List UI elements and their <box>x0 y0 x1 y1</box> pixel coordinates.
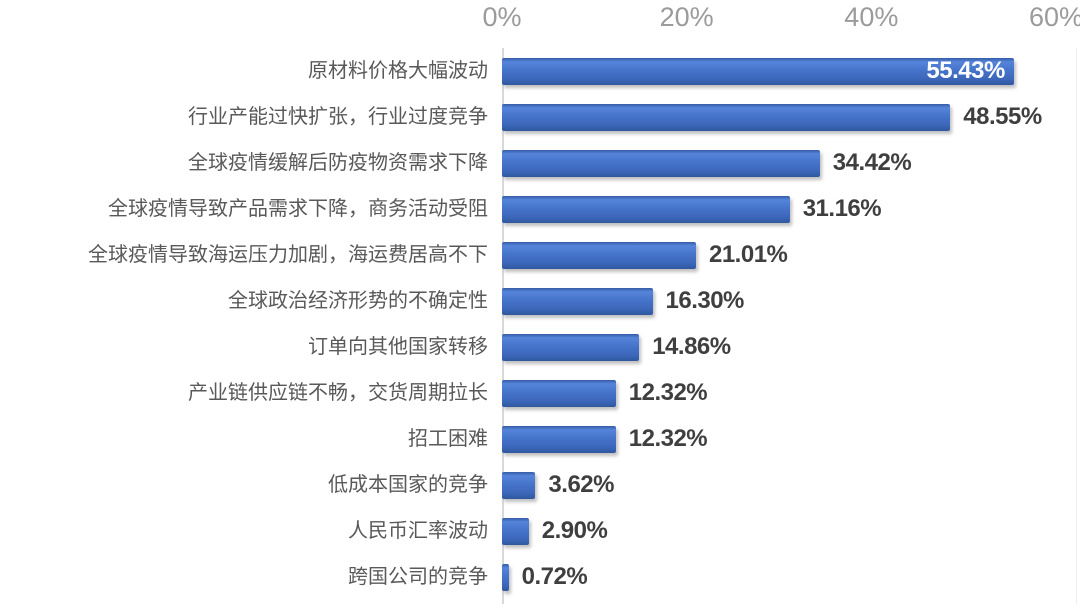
value-label: 55.43% <box>926 57 1005 84</box>
bar-track: 48.55% <box>502 94 1080 140</box>
chart-row: 原材料价格大幅波动 55.43% <box>0 48 1080 94</box>
x-tick-label: 20% <box>659 2 714 32</box>
bar-track: 3.62% <box>502 462 1080 508</box>
bar-track: 31.16% <box>502 186 1080 232</box>
category-label: 全球疫情导致海运压力加剧，海运费居高不下 <box>88 243 488 266</box>
chart-row: 产业链供应链不畅，交货周期拉长 12.32% <box>0 370 1080 416</box>
value-label: 21.01% <box>708 241 788 268</box>
bar-track: 12.32% <box>502 370 1080 416</box>
category-label: 产业链供应链不畅，交货周期拉长 <box>188 381 488 404</box>
category-label: 原材料价格大幅波动 <box>308 59 488 82</box>
chart-row: 全球疫情导致海运压力加剧，海运费居高不下 21.01% <box>0 232 1080 278</box>
chart-row: 低成本国家的竞争 3.62% <box>0 462 1080 508</box>
bar <box>502 517 529 545</box>
bar <box>502 425 616 453</box>
x-tick-label: 0% <box>482 2 522 32</box>
bar-track: 14.86% <box>502 324 1080 370</box>
bar-track: 12.32% <box>502 416 1080 462</box>
bar-track: 2.90% <box>502 508 1080 554</box>
bar <box>502 333 640 361</box>
bar-track: 16.30% <box>502 278 1080 324</box>
category-label: 全球疫情缓解后防疫物资需求下降 <box>188 151 488 174</box>
x-tick-label: 60% <box>1028 2 1080 32</box>
bar <box>502 241 696 269</box>
value-label: 16.30% <box>665 287 745 314</box>
value-label: 31.16% <box>802 195 882 222</box>
bar <box>502 149 820 177</box>
chart-row: 人民币汇率波动 2.90% <box>0 508 1080 554</box>
value-label: 48.55% <box>963 103 1042 130</box>
value-label: 2.90% <box>541 517 608 544</box>
bar-track: 21.01% <box>502 232 1080 278</box>
plot-area: 原材料价格大幅波动 55.43% 行业产能过快扩张，行业过度竞争 48.55% 全球疫情… <box>0 48 1080 600</box>
category-label: 行业产能过快扩张，行业过度竞争 <box>188 105 488 128</box>
bar <box>502 471 536 499</box>
category-label: 全球疫情导致产品需求下降，商务活动受阻 <box>108 197 488 220</box>
bar <box>502 195 790 223</box>
bar-track: 34.42% <box>502 140 1080 186</box>
chart-row: 订单向其他国家转移 14.86% <box>0 324 1080 370</box>
y-axis-line <box>502 48 504 604</box>
bar-track: 55.43% <box>502 48 1080 94</box>
chart-row: 全球疫情导致产品需求下降，商务活动受阻 31.16% <box>0 186 1080 232</box>
chart-row: 招工困难 12.32% <box>0 416 1080 462</box>
value-label: 12.32% <box>628 379 708 406</box>
bar <box>502 287 653 315</box>
plot-right-border <box>1076 48 1077 604</box>
value-label: 14.86% <box>652 333 731 360</box>
category-label: 全球政治经济形势的不确定性 <box>228 289 488 312</box>
chart-row: 全球政治经济形势的不确定性 16.30% <box>0 278 1080 324</box>
bar: 55.43% <box>502 57 1014 85</box>
x-tick-label: 40% <box>844 2 899 32</box>
category-label: 跨国公司的竞争 <box>348 565 488 588</box>
chart-row: 跨国公司的竞争 0.72% <box>0 554 1080 600</box>
value-label: 3.62% <box>548 471 614 498</box>
category-label: 订单向其他国家转移 <box>308 335 488 358</box>
chart-row: 行业产能过快扩张，行业过度竞争 48.55% <box>0 94 1080 140</box>
value-label: 12.32% <box>628 425 708 452</box>
bar-track: 0.72% <box>502 554 1080 600</box>
category-label: 招工困难 <box>408 427 488 450</box>
chart-row: 全球疫情缓解后防疫物资需求下降 34.42% <box>0 140 1080 186</box>
value-label: 34.42% <box>832 149 912 176</box>
category-label: 人民币汇率波动 <box>348 519 488 542</box>
value-label: 0.72% <box>521 563 588 590</box>
category-label: 低成本国家的竞争 <box>328 473 488 496</box>
bar <box>502 563 509 591</box>
bar <box>502 103 951 131</box>
bar <box>502 379 616 407</box>
